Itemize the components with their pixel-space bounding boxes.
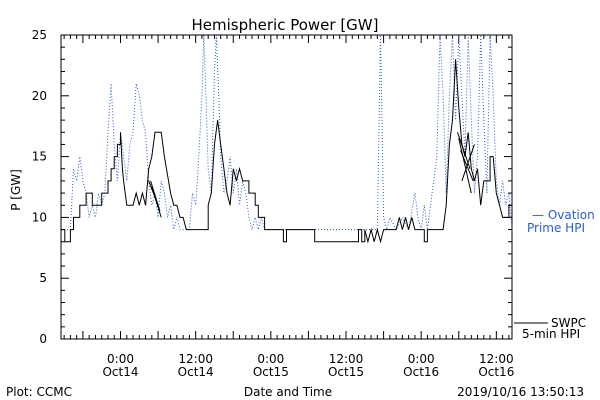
y-axis-label: P [GW] bbox=[9, 169, 23, 211]
swpc-segment bbox=[150, 180, 161, 212]
legend-swpc-line2: 5-min HPI bbox=[522, 327, 580, 341]
y-tick-label: 25 bbox=[32, 28, 47, 42]
x-tick-label-date: Oct15 bbox=[253, 365, 289, 379]
x-tick-label-time: 0:00 bbox=[408, 352, 435, 366]
ovation-line bbox=[61, 34, 513, 232]
series-ovation-prime-hpi bbox=[61, 34, 513, 232]
x-tick-label-date: Oct15 bbox=[328, 365, 364, 379]
chart-title: Hemispheric Power [GW] bbox=[192, 16, 379, 34]
swpc-segment bbox=[461, 144, 475, 182]
x-tick-label-time: 0:00 bbox=[107, 352, 134, 366]
footer-timestamp: 2019/10/16 13:50:13 bbox=[457, 385, 584, 399]
x-tick-label-date: Oct16 bbox=[403, 365, 439, 379]
x-tick-label-date: Oct14 bbox=[102, 365, 138, 379]
legend-ovation: — Ovation Prime HPI bbox=[527, 208, 595, 235]
footer-xlabel: Date and Time bbox=[244, 385, 332, 399]
x-tick-label-date: Oct16 bbox=[478, 365, 514, 379]
x-tick-label-time: 12:00 bbox=[479, 352, 514, 366]
legend-ovation-line2: Prime HPI bbox=[527, 221, 585, 235]
y-tick-label: 5 bbox=[39, 271, 47, 285]
swpc-segment bbox=[151, 186, 162, 218]
x-axis: 0:00Oct1412:00Oct140:00Oct1512:00Oct150:… bbox=[63, 35, 514, 379]
swpc-line bbox=[61, 59, 512, 244]
footer-plot-credit: Plot: CCMC bbox=[6, 385, 72, 399]
x-tick-label-time: 12:00 bbox=[178, 352, 213, 366]
legend-swpc: SWPC 5-min HPI bbox=[514, 316, 586, 341]
x-tick-label-date: Oct14 bbox=[178, 365, 214, 379]
y-tick-label: 20 bbox=[32, 89, 47, 103]
plot-border bbox=[60, 34, 513, 340]
x-tick-label-time: 0:00 bbox=[257, 352, 284, 366]
legend-swpc-line1: SWPC bbox=[551, 316, 586, 330]
x-tick-label-time: 12:00 bbox=[329, 352, 364, 366]
y-tick-label: 10 bbox=[32, 210, 47, 224]
series-swpc-5min-hpi bbox=[61, 59, 512, 244]
legend-ovation-line1: — Ovation bbox=[532, 208, 595, 222]
y-tick-label: 0 bbox=[39, 332, 47, 346]
swpc-segment bbox=[458, 138, 472, 194]
y-tick-label: 15 bbox=[32, 150, 47, 164]
plot-frame bbox=[60, 34, 513, 340]
y-axis: 0 5 10 15 20 25 bbox=[32, 28, 512, 346]
